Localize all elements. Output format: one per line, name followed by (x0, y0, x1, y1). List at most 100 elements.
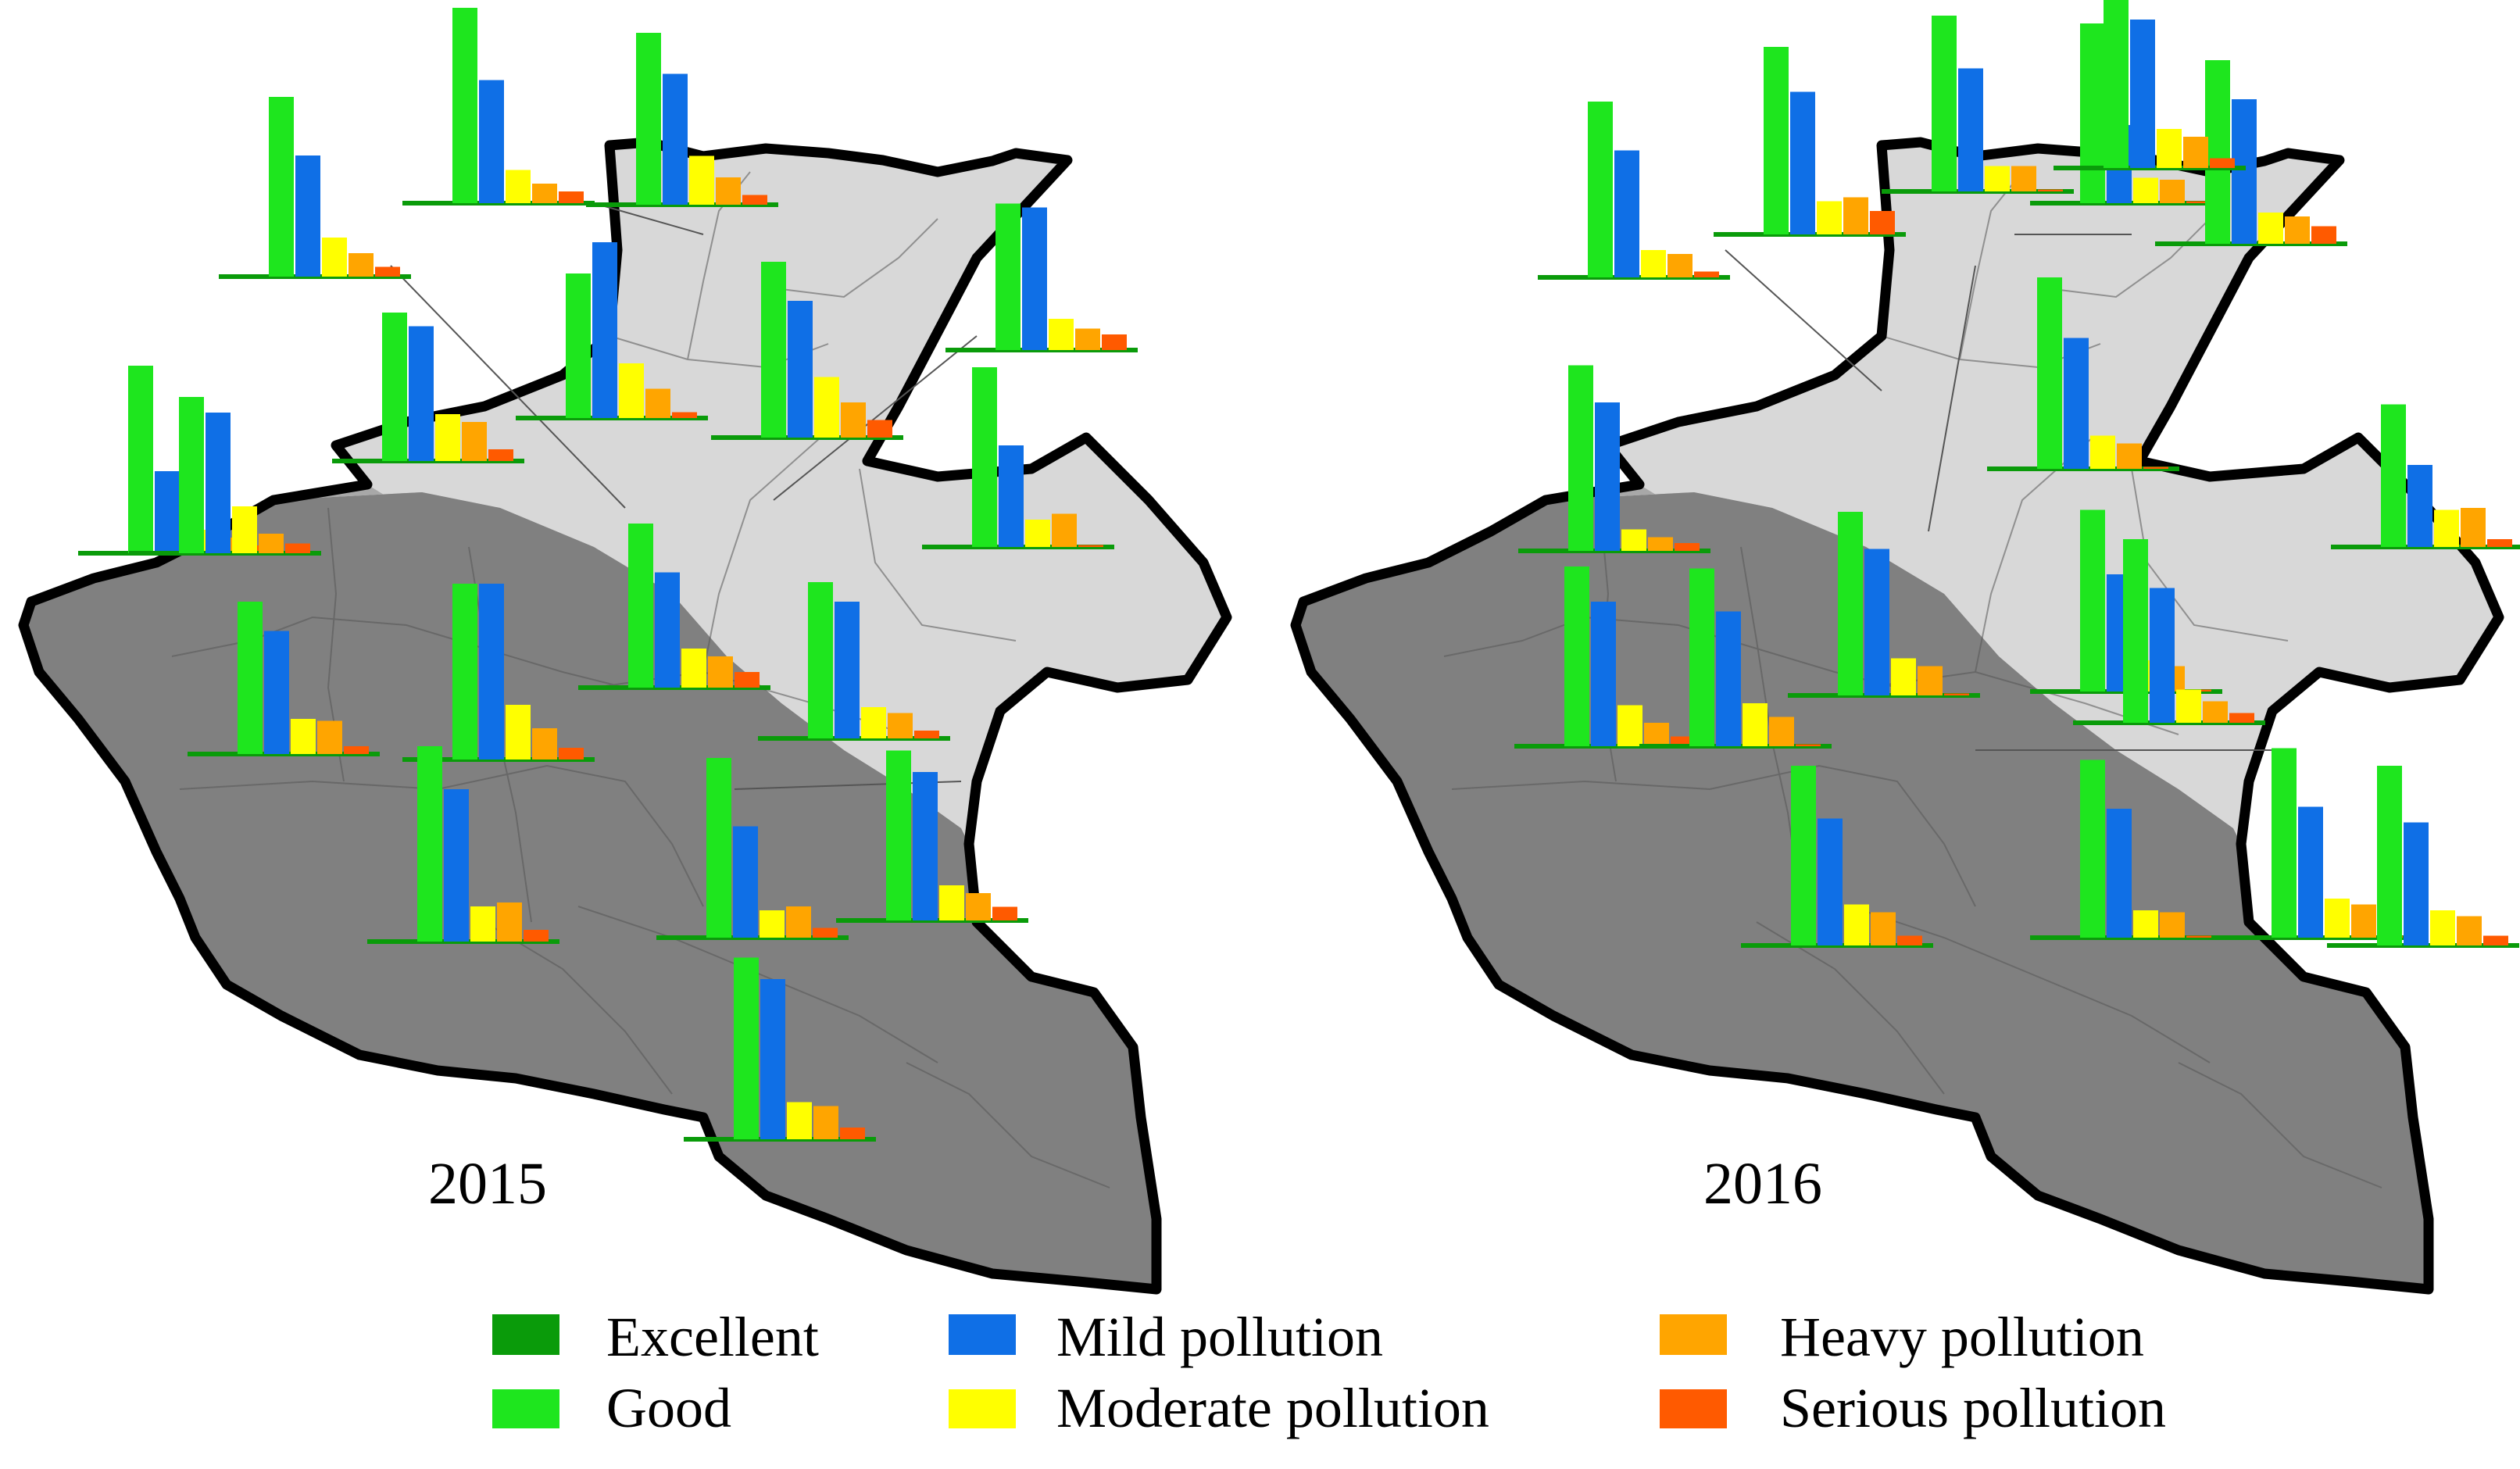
city-bar-chart (1538, 102, 1730, 277)
bar-excellent (2054, 690, 2079, 692)
bar-excellent (539, 416, 564, 419)
legend-item-good: Good (492, 1377, 731, 1439)
bar-mild (788, 301, 813, 438)
bar-serious (2038, 190, 2063, 192)
bar-excellent (2054, 936, 2079, 938)
legend-label-serious: Serious pollution (1780, 1377, 2166, 1439)
bar-mild (913, 772, 938, 920)
city-bar-chart (1714, 47, 1906, 234)
bar-good (636, 33, 661, 205)
bar-moderate (1617, 706, 1642, 747)
bar-good (761, 262, 786, 438)
bar-heavy (1075, 329, 1100, 351)
bar-good (2080, 510, 2105, 692)
bar-heavy (2461, 508, 2486, 547)
bar-excellent (2096, 721, 2121, 724)
bar-heavy (2351, 905, 2376, 938)
bar-good (2381, 405, 2406, 548)
bar-heavy (841, 402, 866, 438)
bar-good (452, 8, 477, 203)
bar-moderate (232, 506, 257, 553)
bar-good (2205, 60, 2230, 244)
bar-mild (295, 155, 320, 277)
bar-mild (835, 602, 860, 738)
bar-serious (344, 746, 369, 754)
legend-label-excellent: Excellent (606, 1306, 819, 1368)
bar-excellent (1737, 233, 1762, 235)
bar-mild (1958, 69, 1983, 192)
bar-excellent (680, 936, 705, 938)
bar-moderate (1817, 202, 1842, 235)
bar-mild (1022, 208, 1047, 351)
bar-heavy (497, 902, 522, 942)
bar-moderate (2133, 178, 2158, 204)
bar-heavy (2183, 137, 2208, 168)
bar-good (452, 584, 477, 760)
bar-serious (285, 544, 310, 554)
bar-excellent (426, 202, 451, 204)
bar-moderate (291, 719, 316, 754)
legend-swatch-excellent (492, 1314, 559, 1355)
bar-good (2104, 0, 2129, 168)
bar-serious (559, 748, 584, 760)
bar-moderate (814, 377, 839, 438)
bar-serious (375, 267, 400, 277)
bar-mild (1790, 92, 1815, 235)
bar-moderate (470, 906, 495, 942)
bar-excellent (969, 348, 994, 351)
bar-serious (2186, 936, 2211, 938)
bar-moderate (1844, 905, 1869, 946)
bar-moderate (435, 414, 460, 461)
bar-good (734, 958, 759, 1140)
bar-excellent (602, 686, 627, 688)
bar-excellent (860, 919, 885, 921)
bar-good (128, 366, 153, 553)
bar-excellent (2354, 545, 2379, 548)
bar-good (1932, 16, 1957, 191)
bar-heavy (2011, 166, 2036, 192)
bar-serious (1796, 745, 1821, 747)
bar-serious (2229, 713, 2254, 724)
bar-excellent (609, 203, 634, 206)
bar-mild (2130, 20, 2155, 168)
legend-swatch-heavy (1660, 1314, 1727, 1355)
bar-excellent (1542, 549, 1567, 552)
bar-serious (742, 195, 767, 206)
bar-heavy (532, 728, 557, 760)
bar-serious (2483, 936, 2508, 946)
bar-excellent (1663, 745, 1688, 747)
legend-label-moderate: Moderate pollution (1056, 1377, 1489, 1439)
bar-mild (1595, 402, 1620, 551)
bar-moderate (1641, 250, 1666, 277)
bar-mild (2298, 807, 2323, 938)
bar-good (382, 313, 407, 461)
legend-swatch-mild (949, 1314, 1016, 1355)
bar-serious (2487, 539, 2512, 547)
bar-heavy (1769, 717, 1794, 747)
legend-item-heavy: Heavy pollution (1660, 1306, 2144, 1368)
bar-mild (760, 979, 785, 1139)
bar-excellent (391, 940, 416, 942)
bar-serious (2143, 467, 2168, 470)
bar-serious (867, 420, 892, 438)
bar-good (1689, 569, 1714, 747)
legend-swatch-moderate (949, 1389, 1016, 1428)
bar-moderate (2090, 436, 2115, 470)
bar-good (1568, 366, 1593, 552)
bar-good (1764, 47, 1789, 234)
bar-good (995, 204, 1021, 351)
bar-mild (2232, 99, 2257, 244)
bar-moderate (322, 238, 347, 277)
bar-heavy (786, 906, 811, 938)
bar-moderate (506, 705, 531, 760)
bar-good (1588, 102, 1613, 277)
legend-swatch-serious (1660, 1389, 1727, 1428)
bar-heavy (532, 184, 557, 203)
map-2016: 2016 (1296, 0, 2520, 1289)
bar-excellent (1538, 745, 1563, 747)
bar-heavy (1667, 254, 1693, 277)
bar-heavy (462, 422, 487, 461)
bar-heavy (2457, 917, 2482, 946)
bar-moderate (2176, 690, 2201, 724)
